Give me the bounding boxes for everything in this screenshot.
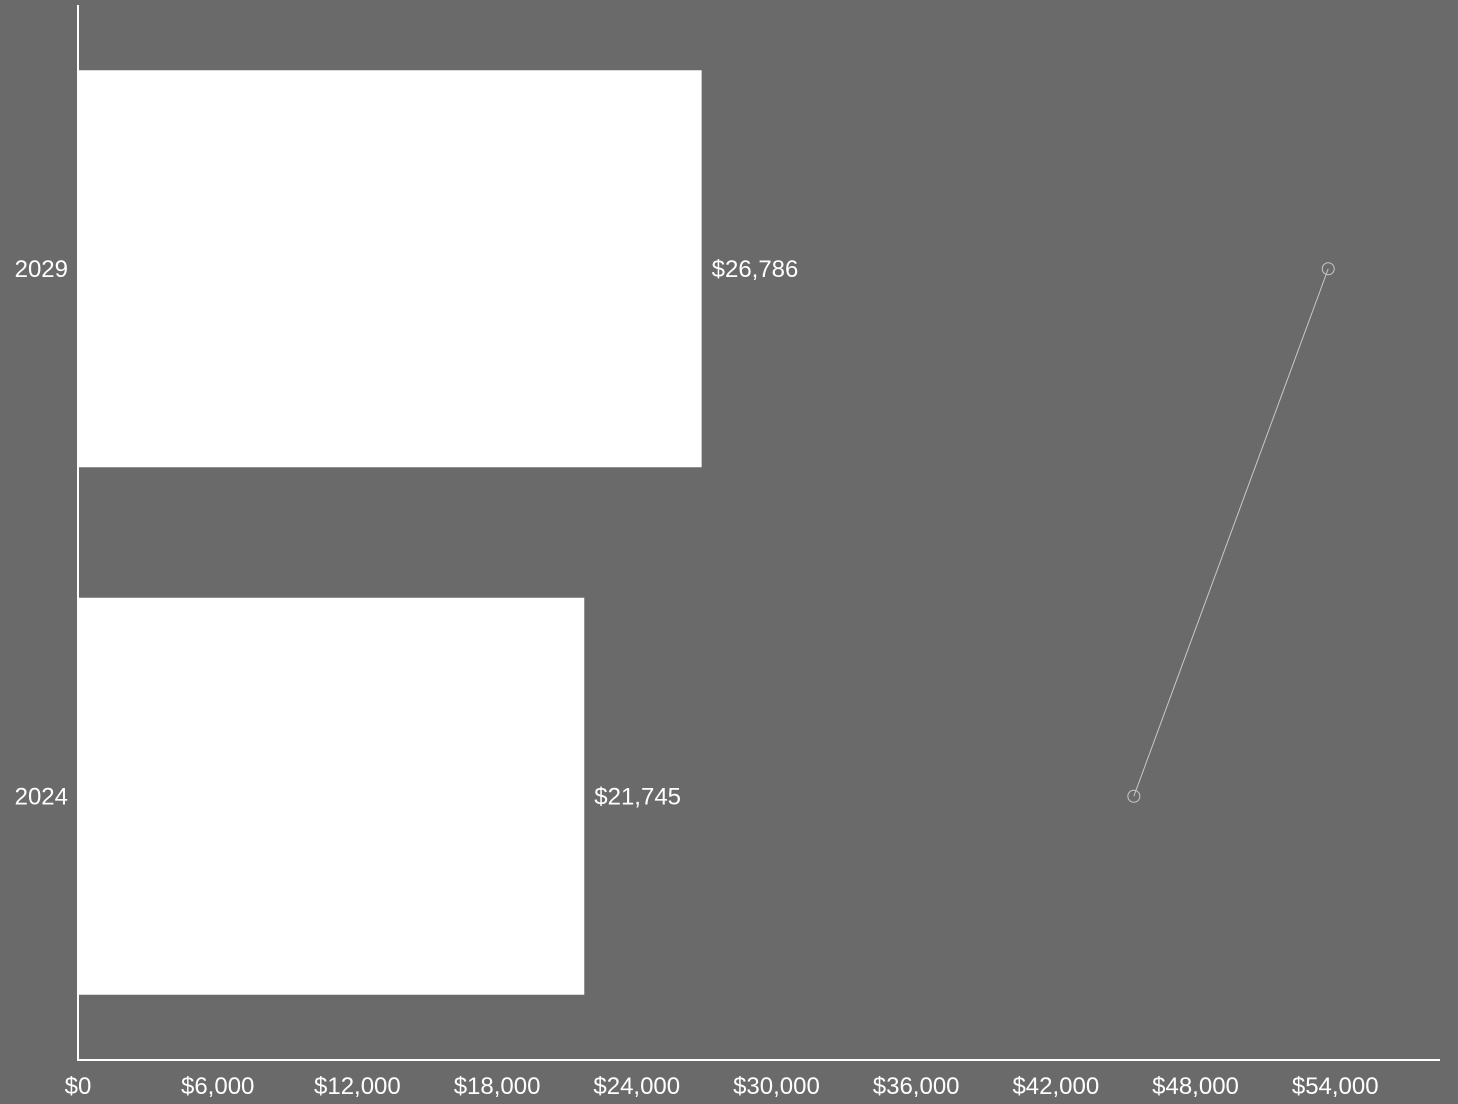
- x-tick-label: $12,000: [314, 1073, 401, 1100]
- x-tick-label: $42,000: [1012, 1073, 1099, 1100]
- overlay-line-series: [1127, 262, 1335, 803]
- x-tick-label: $30,000: [733, 1073, 820, 1100]
- x-tick-label: $54,000: [1292, 1073, 1379, 1100]
- bar-2029: [78, 70, 702, 468]
- y-axis-categories: 2029 2024: [15, 256, 68, 811]
- x-tick-label: $18,000: [454, 1073, 541, 1100]
- x-axis-ticks: $0 $6,000 $12,000 $18,000 $24,000 $30,000 $36,…: [65, 1073, 1379, 1100]
- category-label: 2024: [15, 783, 68, 810]
- overlay-point-2029: [1321, 262, 1335, 276]
- data-labels: $26,786 $21,745: [594, 256, 798, 811]
- bar-2024: [78, 597, 585, 995]
- bars: [78, 70, 702, 995]
- overlay-point-2024: [1127, 789, 1141, 803]
- data-label: $26,786: [712, 256, 799, 283]
- overlay-line: [1133, 268, 1329, 797]
- x-tick-label: $6,000: [181, 1073, 254, 1100]
- x-tick-label: $48,000: [1152, 1073, 1239, 1100]
- x-tick-label: $36,000: [873, 1073, 960, 1100]
- x-tick-label: $0: [65, 1073, 92, 1100]
- x-tick-label: $24,000: [593, 1073, 680, 1100]
- data-label: $21,745: [594, 783, 681, 810]
- category-label: 2029: [15, 256, 68, 283]
